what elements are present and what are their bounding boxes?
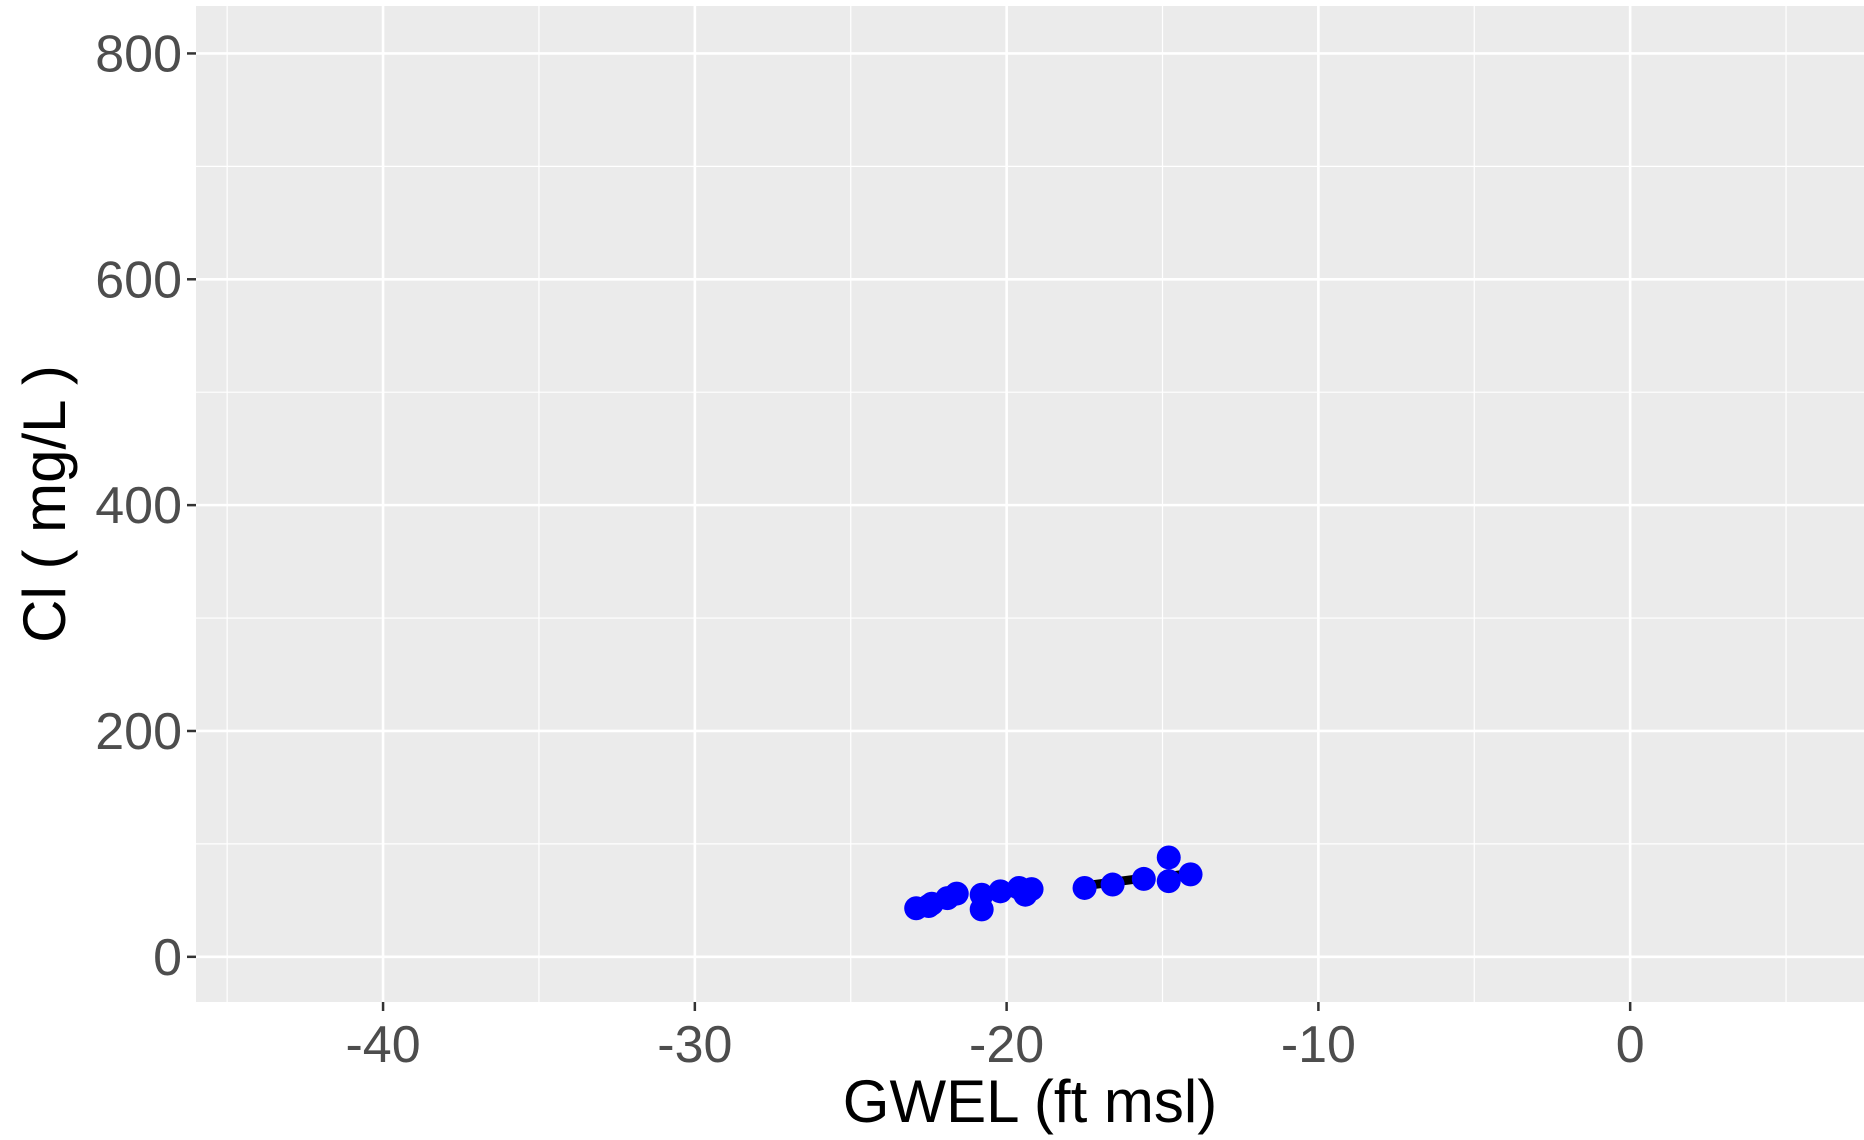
data-point	[1156, 869, 1181, 894]
data-point	[1131, 866, 1156, 891]
data-point	[1072, 875, 1097, 900]
y-axis-title: Cl ( mg/L )	[11, 365, 78, 643]
y-tick-label: 0	[153, 929, 182, 987]
data-point	[969, 882, 994, 907]
data-point	[944, 881, 969, 906]
y-tick-label: 600	[95, 251, 182, 309]
data-point	[988, 879, 1013, 904]
axes: -40 -30 -20 -10 0 0 200 400 600 800	[95, 25, 1644, 1074]
y-tick-label: 800	[95, 25, 182, 83]
x-tick-label: -40	[345, 1016, 420, 1074]
x-tick-label: -20	[969, 1016, 1044, 1074]
x-tick-label: -10	[1281, 1016, 1356, 1074]
x-tick-label: 0	[1616, 1016, 1645, 1074]
y-tick-label: 200	[95, 703, 182, 761]
data-points	[904, 845, 1203, 922]
y-tick-label: 400	[95, 477, 182, 535]
data-point	[1178, 862, 1203, 887]
grid-lines	[196, 6, 1864, 1002]
x-tick-label: -30	[657, 1016, 732, 1074]
data-point	[1156, 845, 1181, 870]
x-axis-title: GWEL (ft msl)	[843, 1068, 1217, 1135]
data-point	[1100, 872, 1125, 897]
data-point	[1019, 877, 1044, 902]
